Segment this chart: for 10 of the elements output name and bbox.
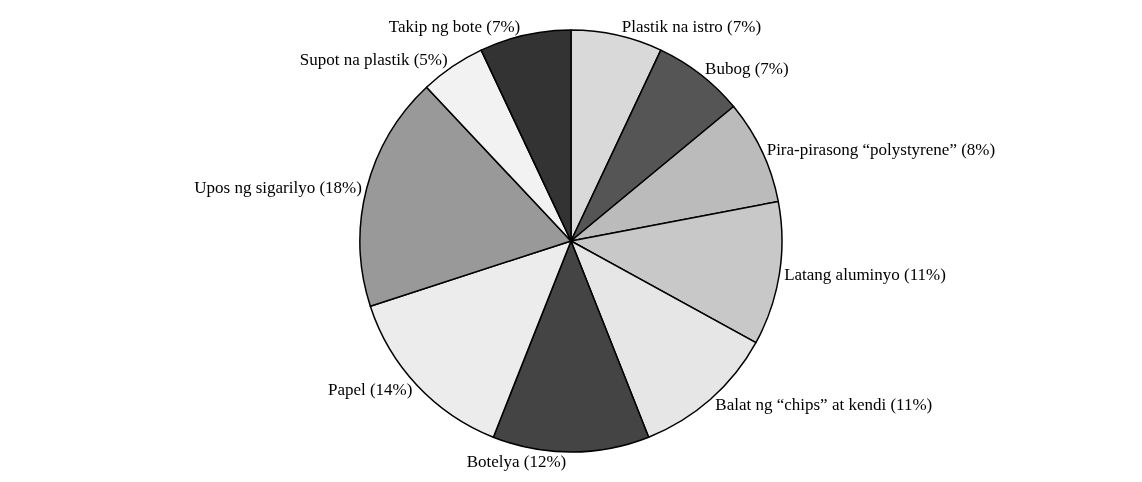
- slice-label: Balat ng “chips” at kendi (11%): [715, 395, 933, 415]
- slice-label: Takip ng bote (7%): [388, 16, 521, 36]
- slice-label: Bubog (7%): [705, 58, 789, 78]
- slice-label: Papel (14%): [327, 380, 413, 400]
- slice-label: Supot na plastik (5%): [299, 50, 448, 70]
- slice-label: Pira-pirasong “polystyrene” (8%): [766, 139, 996, 159]
- slice-label: Latang aluminyo (11%): [784, 264, 946, 284]
- slice-label: Plastik na istro (7%): [621, 16, 762, 36]
- slice-label: Botelya (12%): [466, 452, 567, 471]
- slice-label: Upos ng sigarilyo (18%): [194, 178, 362, 198]
